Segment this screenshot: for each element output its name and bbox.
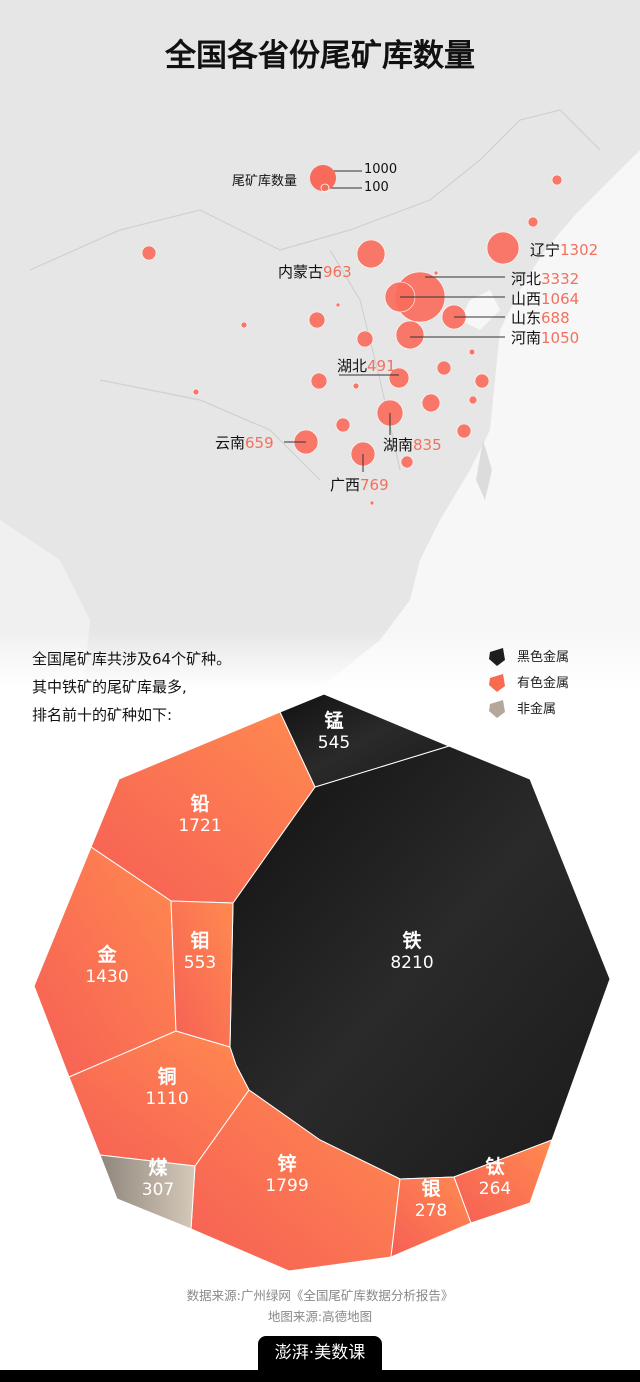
map-legend-large: 1000 (364, 162, 398, 177)
province-label: 内蒙古963 (278, 263, 352, 281)
province-bubble (369, 500, 375, 506)
china-map (0, 0, 640, 720)
province-bubble (310, 372, 328, 390)
province-bubble (527, 216, 539, 228)
province-bubble (352, 382, 360, 390)
bottom-bar (0, 1370, 640, 1382)
province-label: 河北3332 (511, 270, 580, 288)
legend-swatch-nonferrous (489, 674, 505, 692)
cell-value: 8210 (390, 953, 434, 973)
province-bubble (436, 360, 452, 376)
province-bubble (388, 367, 410, 389)
province-bubble (433, 270, 439, 276)
legend-swatch-nonmetal (489, 700, 505, 718)
intro-line: 其中铁矿的尾矿库最多, (32, 678, 187, 696)
province-bubble (192, 388, 200, 396)
cell-name: 钼 (190, 930, 210, 952)
cell-label: 钼 553 (184, 930, 216, 974)
cell-label: 锰 545 (318, 710, 350, 754)
legend (489, 648, 505, 718)
cell-name: 钛 (485, 1156, 505, 1178)
province-bubble (551, 174, 563, 186)
cell-value: 545 (317, 733, 351, 753)
province-bubble (421, 393, 441, 413)
page-title: 全国各省份尾矿库数量 (165, 38, 475, 74)
cell-name: 铅 (190, 793, 210, 815)
province-bubble (335, 417, 351, 433)
province-bubble (240, 321, 248, 329)
map-legend-label: 尾矿库数量 (232, 174, 298, 189)
cell-label: 锌 1799 (265, 1153, 308, 1197)
province-label: 河南1050 (511, 329, 580, 347)
province-label: 辽宁1302 (530, 241, 599, 259)
cell-label: 铅 1721 (178, 793, 221, 837)
cell-6 (279, 693, 451, 788)
map-legend-small: 100 (364, 180, 389, 195)
cell-value: 1430 (85, 967, 129, 987)
voronoi-chart (33, 693, 611, 1272)
cell-label: 金 1430 (85, 944, 128, 988)
province-label: 山西1064 (511, 290, 580, 308)
cell-label: 铜 1110 (145, 1066, 188, 1110)
province-bubble (468, 395, 478, 405)
legend-label: 有色金属 (517, 676, 570, 691)
cell-name: 锰 (324, 710, 344, 732)
cell-name: 锌 (277, 1153, 297, 1175)
province-bubble (400, 455, 414, 469)
cell-value: 278 (414, 1201, 448, 1221)
province-bubble (356, 239, 386, 269)
cell-label: 钛 264 (479, 1156, 511, 1200)
legend-bubble-small (320, 183, 330, 193)
cell-label: 煤 307 (142, 1157, 174, 1201)
cell-7 (99, 1154, 196, 1230)
cell-value: 307 (141, 1180, 175, 1200)
cell-5 (170, 900, 234, 1048)
cell-value: 264 (478, 1179, 512, 1199)
cell-9 (453, 1139, 553, 1224)
brand-logo: 澎湃·美数课 (258, 1336, 382, 1372)
intro-line: 全国尾矿库共涉及64个矿种。 (32, 650, 232, 668)
intro-line: 排名前十的矿种如下: (32, 706, 173, 724)
taiwan (476, 440, 492, 500)
bohai-sea (460, 290, 500, 330)
cell-value: 1721 (178, 816, 222, 836)
province-bubble (308, 311, 326, 329)
province-label: 云南659 (215, 434, 274, 452)
province-bubble (486, 231, 520, 265)
map-source: 地图来源:高德地图 (267, 1309, 373, 1324)
cell-label: 银 278 (415, 1178, 447, 1222)
cell-name: 银 (421, 1178, 441, 1200)
data-source: 数据来源:广州绿网《全国尾矿库数据分析报告》 (186, 1288, 454, 1303)
legend-bubble-large (310, 165, 336, 191)
cell-value: 1110 (145, 1089, 189, 1109)
sea (250, 150, 640, 720)
province-bubble (356, 330, 374, 348)
province-bubble (456, 423, 472, 439)
province-bubble (141, 245, 157, 261)
cell-name: 金 (97, 944, 117, 966)
cell-label: 铁 8210 (390, 930, 433, 974)
legend-swatch-ferrous (489, 648, 505, 666)
cell-name: 铁 (402, 930, 422, 952)
province-label: 广西769 (330, 476, 389, 494)
province-label: 山东688 (511, 309, 570, 327)
cell-name: 煤 (148, 1157, 168, 1179)
legend-label: 非金属 (517, 702, 557, 717)
province-bubble (395, 320, 425, 350)
province-label: 湖南835 (383, 436, 442, 454)
cell-value: 1799 (265, 1176, 309, 1196)
cell-name: 铜 (157, 1066, 177, 1088)
province-bubble (468, 348, 476, 356)
legend-label: 黑色金属 (517, 650, 570, 665)
province-label: 湖北491 (337, 357, 396, 375)
province-bubble (474, 373, 490, 389)
province-bubble (335, 302, 341, 308)
cell-value: 553 (183, 953, 217, 973)
